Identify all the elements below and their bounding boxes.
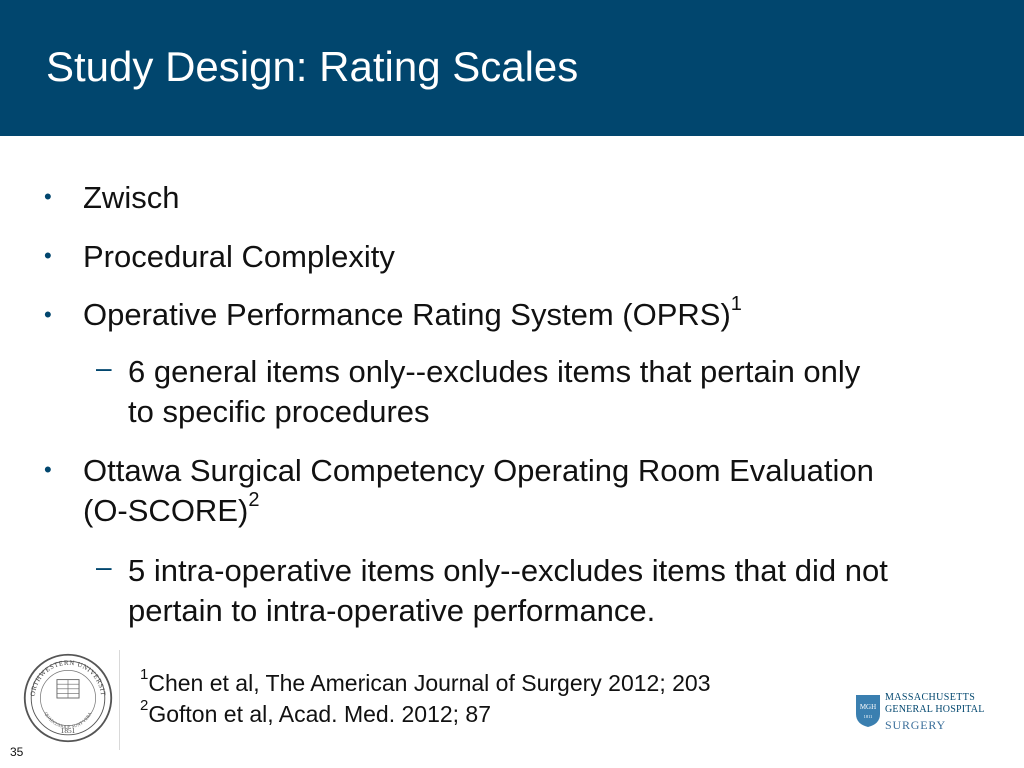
mgh-surgery-logo: MGH 1811 MASSACHUSETTS GENERAL HOSPITAL …	[855, 692, 1000, 740]
list-item-text: Operative Performance Rating System (OPR…	[83, 297, 731, 332]
sub-item-line: to specific procedures	[128, 394, 430, 429]
sub-item-line: pertain to intra-operative performance.	[128, 593, 656, 628]
svg-text:MGH: MGH	[860, 703, 876, 711]
dash-icon: –	[96, 352, 112, 383]
bullet-icon: •	[44, 184, 52, 209]
reference-item: 1Chen et al, The American Journal of Sur…	[140, 666, 711, 696]
page-number: 35	[10, 745, 24, 759]
list-item-zwisch: Zwisch	[83, 178, 983, 218]
list-item-line: (O-SCORE)2	[83, 488, 260, 528]
reference-item: 2Gofton et al, Acad. Med. 2012; 87	[140, 697, 492, 727]
bullet-icon: •	[44, 457, 52, 482]
list-item-procedural-complexity: Procedural Complexity	[83, 237, 983, 277]
sub-item-line: 5 intra-operative items only--excludes i…	[128, 553, 888, 588]
mgh-department: SURGERY	[885, 718, 946, 732]
reference-superscript: 2	[248, 488, 260, 511]
list-item-line: Ottawa Surgical Competency Operating Roo…	[83, 453, 874, 488]
mgh-name-line2: GENERAL HOSPITAL	[885, 704, 985, 715]
reference-superscript: 1	[730, 292, 742, 315]
bullet-icon: •	[44, 243, 52, 268]
sub-item-line: 6 general items only--excludes items tha…	[128, 354, 861, 389]
list-item-oprs: Operative Performance Rating System (OPR…	[83, 292, 983, 335]
bullet-icon: •	[44, 302, 52, 327]
footer-divider	[119, 650, 120, 750]
list-item-text: Procedural Complexity	[83, 239, 395, 274]
sub-item-oscore: 5 intra-operative items only--excludes i…	[128, 551, 998, 631]
svg-text:1811: 1811	[864, 714, 873, 719]
slide-title: Study Design: Rating Scales	[46, 43, 579, 90]
list-item-text: Zwisch	[83, 180, 180, 215]
list-item-oscore: Ottawa Surgical Competency Operating Roo…	[83, 451, 983, 531]
sub-item-oprs: 6 general items only--excludes items tha…	[128, 352, 998, 432]
mgh-name-line1: MASSACHUSETTS	[885, 692, 976, 703]
mgh-shield-icon: MGH 1811	[856, 695, 880, 727]
svg-text:1851: 1851	[61, 726, 76, 735]
references: 1Chen et al, The American Journal of Sur…	[140, 666, 711, 730]
dash-icon: –	[96, 551, 112, 582]
northwestern-seal-icon: NORTHWESTERN UNIVERSITY QUAECUMQUE SUNT …	[22, 652, 113, 743]
slide-header: Study Design: Rating Scales	[0, 0, 1024, 136]
